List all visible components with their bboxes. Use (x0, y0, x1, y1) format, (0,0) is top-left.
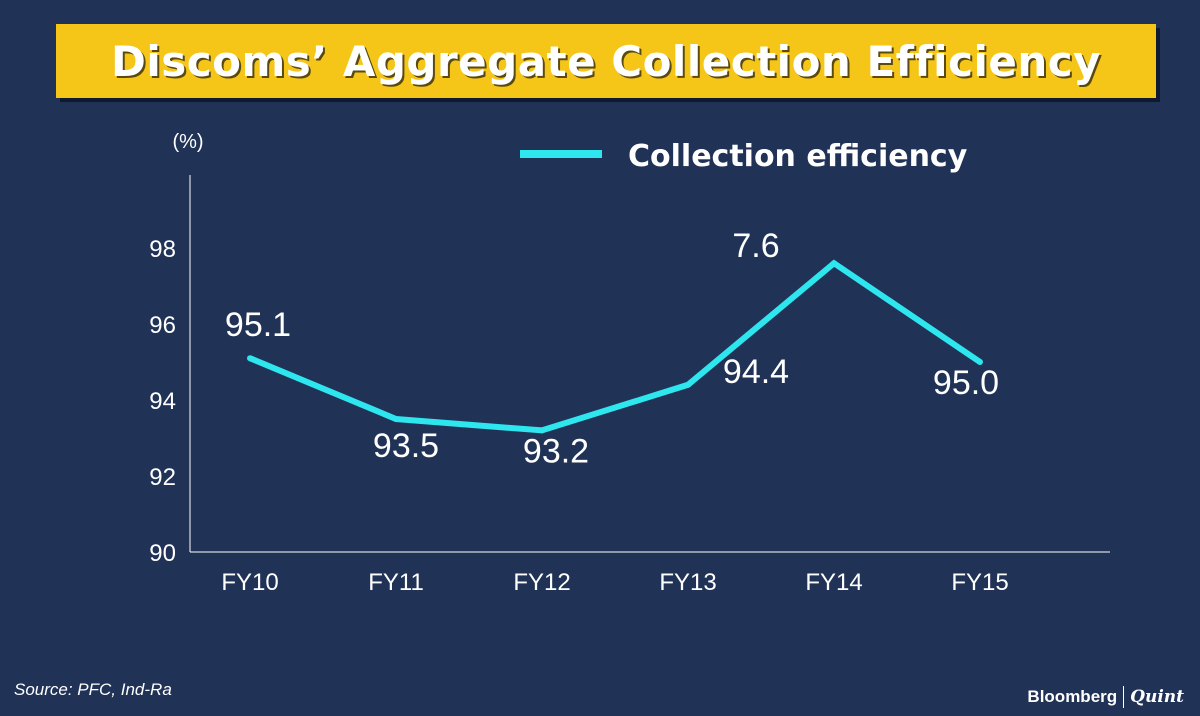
data-point-fy12 (539, 427, 545, 434)
source-note: Source: PFC, Ind-Ra (14, 680, 172, 699)
x-tick-label-fy13: FY13 (659, 569, 716, 596)
data-point-fy14 (831, 260, 837, 267)
data-label-fy13: 94.4 (723, 353, 789, 391)
data-label-fy14: 7.6 (732, 227, 779, 265)
data-point-fy10 (247, 355, 253, 362)
brand-name: Bloomberg (1027, 687, 1118, 706)
chart-title: Discoms’ Aggregate Collection Efficiency (110, 36, 1102, 86)
brand-divider (1123, 686, 1125, 708)
y-tick-label-92: 92 (149, 464, 176, 491)
y-tick-label-98: 98 (149, 236, 176, 263)
brand-partner: Quint (1130, 687, 1184, 707)
data-point-fy13 (685, 381, 691, 388)
x-tick-label-fy14: FY14 (805, 569, 862, 596)
data-point-fy11 (393, 416, 399, 422)
data-label-fy10: 95.1 (225, 306, 291, 344)
x-tick-label-fy15: FY15 (951, 569, 1008, 596)
y-axis-unit-label: (%) (172, 131, 203, 153)
x-tick-label-fy10: FY10 (221, 569, 278, 596)
data-label-fy12: 93.2 (523, 432, 589, 470)
y-tick-label-90: 90 (149, 540, 176, 567)
y-tick-label-94: 94 (149, 388, 176, 415)
data-label-fy15: 95.0 (933, 364, 999, 402)
title-banner: Discoms’ Aggregate Collection Efficiency (56, 24, 1156, 98)
data-point-fy15 (977, 359, 983, 365)
x-tick-label-fy12: FY12 (513, 569, 570, 596)
legend-label: Collection efficiency (628, 139, 968, 174)
series-line-collection-efficiency (248, 259, 982, 434)
data-label-fy11: 93.5 (373, 427, 439, 465)
x-tick-label-fy11: FY11 (368, 569, 424, 596)
y-tick-label-96: 96 (149, 312, 176, 339)
brand-logo: Bloomberg Quint (1027, 686, 1184, 708)
